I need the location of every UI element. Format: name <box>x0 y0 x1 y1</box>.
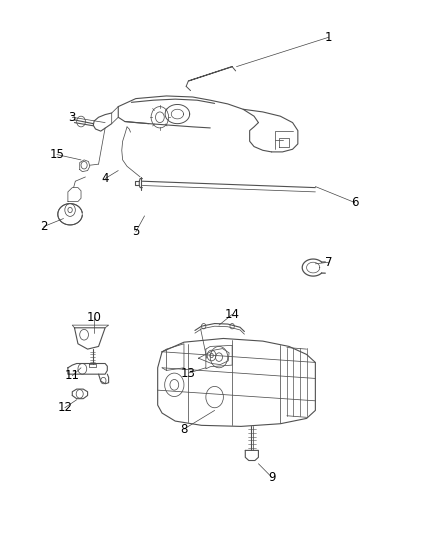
Text: 13: 13 <box>181 367 196 379</box>
Text: 6: 6 <box>351 196 359 209</box>
Text: 3: 3 <box>69 111 76 124</box>
Text: 2: 2 <box>40 220 48 233</box>
Text: 12: 12 <box>57 401 72 414</box>
Text: 8: 8 <box>180 423 187 435</box>
Text: 10: 10 <box>87 311 102 324</box>
Text: 5: 5 <box>132 225 139 238</box>
Text: 11: 11 <box>65 369 80 382</box>
Text: 9: 9 <box>268 471 276 483</box>
Text: 4: 4 <box>101 172 109 185</box>
Text: 7: 7 <box>325 256 332 269</box>
Text: 1: 1 <box>325 31 332 44</box>
Text: 15: 15 <box>49 148 64 161</box>
Text: 14: 14 <box>225 308 240 321</box>
